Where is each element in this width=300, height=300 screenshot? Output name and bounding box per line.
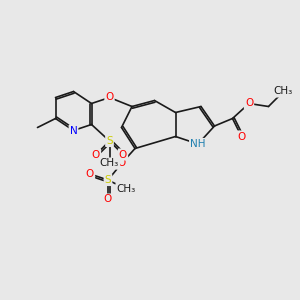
Text: O: O [86, 169, 94, 179]
Text: CH₃: CH₃ [100, 158, 119, 169]
Text: O: O [105, 92, 114, 103]
Text: O: O [117, 158, 126, 169]
Text: O: O [92, 149, 100, 160]
Text: N: N [70, 125, 77, 136]
Text: O: O [119, 149, 127, 160]
Text: S: S [105, 175, 111, 185]
Text: S: S [106, 136, 113, 146]
Text: CH₃: CH₃ [274, 86, 293, 97]
Text: O: O [104, 194, 112, 205]
Text: CH₃: CH₃ [116, 184, 136, 194]
Text: O: O [245, 98, 253, 109]
Text: O: O [237, 131, 246, 142]
Text: NH: NH [190, 139, 206, 149]
Text: NH: NH [190, 139, 206, 149]
